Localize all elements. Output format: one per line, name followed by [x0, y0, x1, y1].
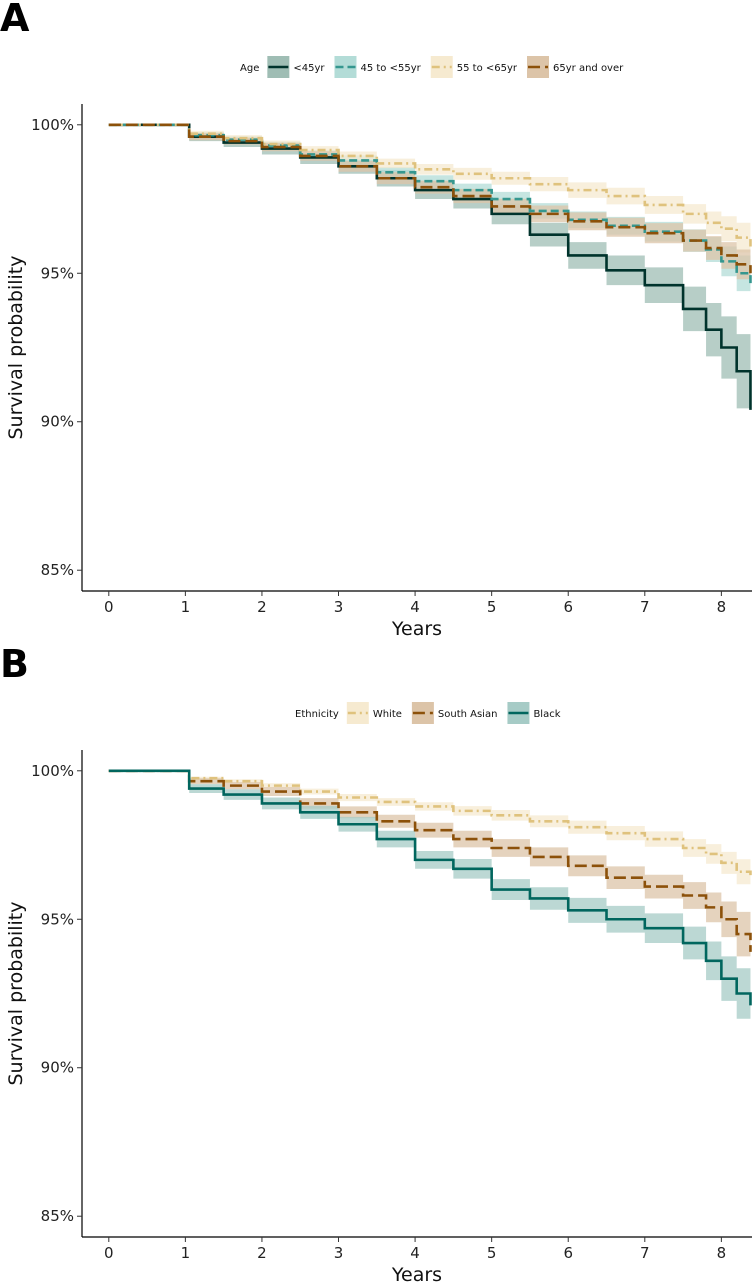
legend-key	[346, 702, 369, 724]
legend-key	[527, 56, 550, 78]
chart-panel-a: A Age <45yr 45 to <55yr 55 to <65yr 65yr and…	[0, 0, 753, 640]
y-tick-label: 90%	[41, 1059, 74, 1077]
y-tick-label: 100%	[31, 762, 74, 780]
legend-label: Black	[533, 709, 560, 720]
legend-label: 45 to <55yr	[360, 63, 421, 74]
chart-panel-b: B Ethnicity White South Asian Black 0 1 2 3 4 5 6 7…	[0, 642, 753, 1286]
y-axis-title: Survival probability	[5, 255, 27, 439]
legend-title: Ethnicity	[295, 709, 339, 720]
legend: Age <45yr 45 to <55yr 55 to <65yr 65yr and o…	[240, 56, 624, 78]
series-line	[108, 123, 752, 274]
x-tick-label: 1	[181, 598, 191, 616]
x-tick-label: 5	[487, 1244, 497, 1262]
panel-label: A	[0, 0, 30, 40]
x-tick-label: 3	[334, 598, 344, 616]
legend-key	[507, 702, 530, 724]
confidence-band	[108, 124, 751, 309]
x-tick-label: 1	[181, 1244, 191, 1262]
series-line	[108, 123, 752, 247]
legend-key	[411, 702, 434, 724]
legend-title: Age	[240, 63, 259, 74]
x-tick-label: 2	[257, 1244, 267, 1262]
y-axis-title: Survival probability	[5, 901, 27, 1085]
chart-svg: Ethnicity White South Asian Black 0 1 2 3 4 5 6 7 8 8…	[5, 702, 752, 1286]
y-tick-label: 95%	[41, 910, 74, 928]
series-line	[108, 769, 752, 878]
series-line	[108, 769, 752, 952]
x-tick-label: 4	[410, 1244, 420, 1262]
x-tick-label: 2	[257, 598, 267, 616]
y-tick-label: 85%	[41, 1207, 74, 1225]
x-tick-label: 4	[410, 598, 420, 616]
legend-key-fill	[430, 56, 453, 78]
legend-key	[267, 56, 290, 78]
x-tick-label: 7	[640, 598, 650, 616]
legend-key-fill	[334, 56, 357, 78]
x-tick-label: 0	[104, 598, 114, 616]
legend-label: White	[373, 709, 402, 720]
x-tick-label: 3	[334, 1244, 344, 1262]
confidence-band	[108, 124, 751, 265]
legend-label: <45yr	[293, 63, 325, 74]
x-tick-label: 6	[563, 1244, 573, 1262]
x-tick-label: 8	[717, 1244, 727, 1262]
legend: Ethnicity White South Asian Black	[295, 702, 561, 724]
y-tick-label: 95%	[41, 264, 74, 282]
x-tick-label: 0	[104, 1244, 114, 1262]
y-tick-label: 90%	[41, 413, 74, 431]
chart-svg: Age <45yr 45 to <55yr 55 to <65yr 65yr and o…	[5, 56, 752, 640]
x-axis-title: Years	[391, 1264, 442, 1286]
legend-label: 65yr and over	[553, 63, 624, 74]
confidence-band	[108, 770, 751, 981]
y-tick-label: 100%	[31, 116, 74, 134]
legend-label: 55 to <65yr	[457, 63, 518, 74]
confidence-band	[108, 770, 751, 893]
x-tick-label: 5	[487, 598, 497, 616]
legend-key-fill	[346, 702, 369, 724]
series-line	[108, 769, 752, 1006]
x-tick-label: 6	[563, 598, 573, 616]
x-tick-label: 7	[640, 1244, 650, 1262]
x-tick-label: 8	[717, 598, 727, 616]
legend-key	[334, 56, 357, 78]
y-tick-label: 85%	[41, 561, 74, 579]
panel-label: B	[0, 642, 29, 686]
legend-key	[430, 56, 453, 78]
legend-label: South Asian	[438, 709, 498, 720]
x-axis-title: Years	[391, 618, 442, 640]
